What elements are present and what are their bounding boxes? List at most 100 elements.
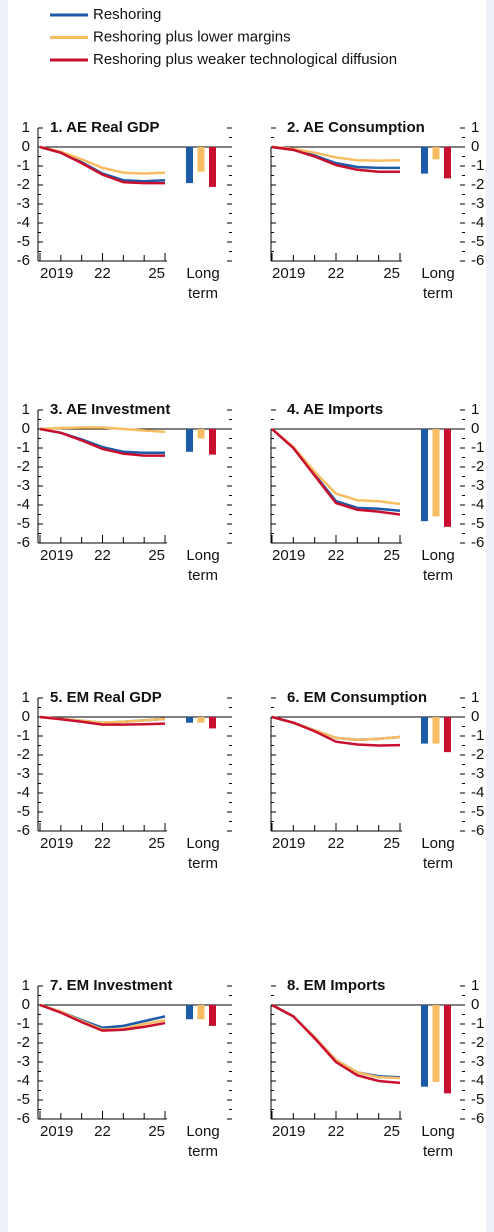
y-tick-label: -6 xyxy=(471,252,484,269)
y-tick-label: -2 xyxy=(17,176,30,193)
long-term-label: Long term xyxy=(421,265,455,302)
y-tick-label: 0 xyxy=(22,996,30,1013)
y-tick-label: -4 xyxy=(471,214,484,231)
y-tick-label: -3 xyxy=(17,195,30,212)
x-tick-label: 2019 xyxy=(272,547,305,564)
y-tick-label: 1 xyxy=(22,401,30,418)
x-tick-label: 2019 xyxy=(272,835,305,852)
y-tick-label: -2 xyxy=(471,1034,484,1051)
long-term-label: Long term xyxy=(186,265,220,302)
y-tick-label: -3 xyxy=(471,195,484,212)
bar xyxy=(421,717,428,744)
y-tick-label: -1 xyxy=(471,727,484,744)
y-tick-label: -1 xyxy=(471,157,484,174)
y-tick-label: -3 xyxy=(471,1053,484,1070)
x-tick-label: 22 xyxy=(94,265,111,282)
y-tick-label: -4 xyxy=(17,496,30,513)
long-term-label: Long term xyxy=(186,835,220,872)
y-tick-label: -1 xyxy=(17,157,30,174)
panel-title: 5. EM Real GDP xyxy=(50,689,162,706)
y-tick-label: 0 xyxy=(471,996,479,1013)
y-tick-label: -6 xyxy=(17,1110,30,1127)
y-tick-label: -6 xyxy=(471,822,484,839)
bar xyxy=(444,429,451,527)
x-tick-label: 2019 xyxy=(40,1123,73,1140)
y-tick-label: -1 xyxy=(17,727,30,744)
x-tick-label: 22 xyxy=(94,1123,111,1140)
bar xyxy=(432,147,440,160)
y-tick-label: -3 xyxy=(471,765,484,782)
panel-title: 4. AE Imports xyxy=(287,401,383,418)
x-tick-label: 22 xyxy=(94,547,111,564)
y-tick-label: 1 xyxy=(471,401,479,418)
x-tick-label: 2019 xyxy=(40,547,73,564)
y-tick-label: -1 xyxy=(17,1015,30,1032)
x-tick-label: 2019 xyxy=(40,265,73,282)
x-tick-label: 25 xyxy=(383,835,400,852)
y-tick-label: 1 xyxy=(471,977,479,994)
x-tick-label: 25 xyxy=(148,547,165,564)
bar xyxy=(421,147,428,174)
y-tick-label: -4 xyxy=(17,784,30,801)
line xyxy=(271,715,401,742)
line xyxy=(271,428,401,512)
line xyxy=(271,428,401,516)
bar xyxy=(186,147,193,184)
x-tick-label: 22 xyxy=(328,1123,345,1140)
bar xyxy=(197,717,205,723)
x-tick-label: 25 xyxy=(383,265,400,282)
y-tick-label: 1 xyxy=(22,119,30,136)
y-tick-label: -2 xyxy=(17,458,30,475)
y-tick-label: -1 xyxy=(17,439,30,456)
line xyxy=(39,427,165,457)
x-tick-label: 2019 xyxy=(40,835,73,852)
y-tick-label: 0 xyxy=(471,138,479,155)
y-tick-label: -5 xyxy=(17,515,30,532)
y-tick-label: -4 xyxy=(471,1072,484,1089)
bar xyxy=(209,147,216,187)
line xyxy=(271,1003,401,1085)
long-term-label: Long term xyxy=(421,835,455,872)
long-term-label: Long term xyxy=(186,547,220,584)
bar xyxy=(197,429,205,439)
y-tick-label: 1 xyxy=(471,119,479,136)
bar xyxy=(444,1005,451,1094)
bar xyxy=(432,429,440,517)
bar xyxy=(186,429,193,452)
x-tick-label: 22 xyxy=(94,835,111,852)
y-tick-label: 1 xyxy=(471,689,479,706)
line xyxy=(271,715,401,742)
line xyxy=(39,426,166,434)
bar xyxy=(197,147,205,172)
panel-title: 1. AE Real GDP xyxy=(50,119,159,136)
bar xyxy=(197,1005,205,1020)
y-tick-label: -5 xyxy=(17,1091,30,1108)
line xyxy=(271,428,401,506)
y-tick-label: 0 xyxy=(22,138,30,155)
y-tick-label: -5 xyxy=(471,233,484,250)
bar xyxy=(421,1005,428,1087)
y-tick-label: -2 xyxy=(471,458,484,475)
bar xyxy=(209,717,216,729)
long-term-label: Long term xyxy=(421,1123,455,1160)
bar xyxy=(421,429,428,522)
y-tick-label: -3 xyxy=(17,477,30,494)
x-tick-label: 25 xyxy=(148,265,165,282)
bar xyxy=(444,147,451,179)
x-tick-label: 25 xyxy=(383,547,400,564)
panel-title: 6. EM Consumption xyxy=(287,689,427,706)
y-tick-label: -5 xyxy=(471,803,484,820)
y-tick-label: -6 xyxy=(17,534,30,551)
y-tick-label: -1 xyxy=(471,1015,484,1032)
x-tick-label: 22 xyxy=(328,547,345,564)
line xyxy=(39,145,165,185)
y-tick-label: 0 xyxy=(22,420,30,437)
y-tick-label: -2 xyxy=(17,1034,30,1051)
bar xyxy=(186,1005,193,1020)
y-tick-label: 0 xyxy=(22,708,30,725)
y-tick-label: -2 xyxy=(17,746,30,763)
bar xyxy=(432,1005,440,1082)
line xyxy=(271,715,401,747)
y-tick-label: -5 xyxy=(471,1091,484,1108)
legend-label: Reshoring xyxy=(93,6,161,23)
